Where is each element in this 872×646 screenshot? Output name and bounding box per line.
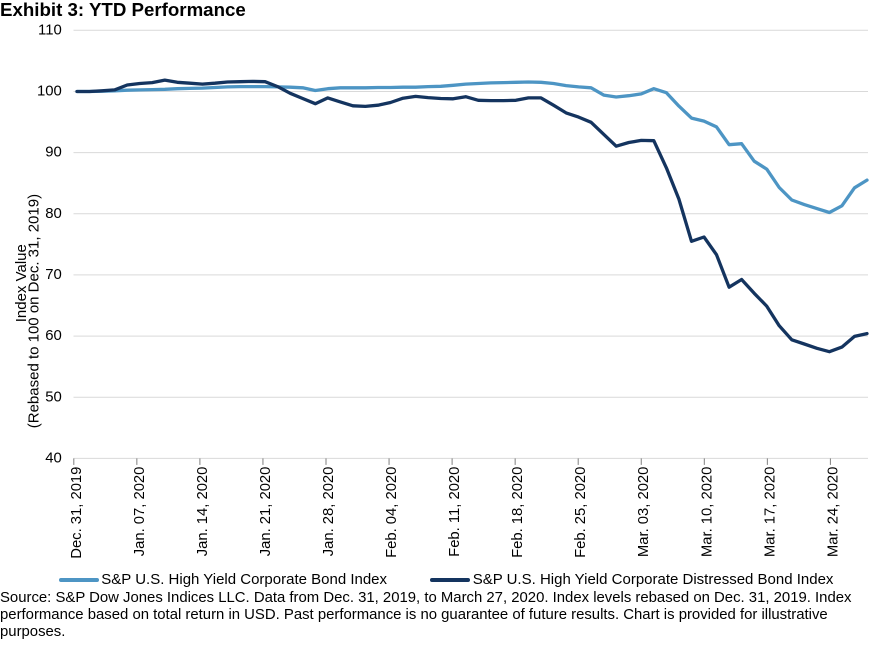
svg-text:100: 100 — [37, 84, 62, 100]
svg-text:Index Value: Index Value — [13, 244, 30, 322]
svg-text:80: 80 — [45, 206, 62, 222]
svg-text:Jan. 14, 2020: Jan. 14, 2020 — [195, 467, 211, 557]
svg-text:90: 90 — [45, 145, 62, 161]
svg-text:Jan. 21, 2020: Jan. 21, 2020 — [258, 467, 274, 557]
svg-text:110: 110 — [38, 22, 62, 38]
svg-text:Mar. 17, 2020: Mar. 17, 2020 — [762, 467, 778, 557]
svg-text:Mar. 03, 2020: Mar. 03, 2020 — [636, 467, 652, 557]
svg-text:Feb. 18, 2020: Feb. 18, 2020 — [510, 467, 526, 558]
svg-text:40: 40 — [45, 451, 62, 467]
svg-text:(Rebased to 100 on Dec. 31, 20: (Rebased to 100 on Dec. 31, 2019) — [25, 194, 42, 428]
svg-text:Jan. 28, 2020: Jan. 28, 2020 — [321, 467, 337, 557]
svg-text:70: 70 — [45, 267, 62, 283]
svg-text:60: 60 — [45, 328, 62, 344]
svg-text:50: 50 — [45, 389, 62, 405]
svg-text:Mar. 24, 2020: Mar. 24, 2020 — [825, 467, 841, 557]
svg-text:Jan. 07, 2020: Jan. 07, 2020 — [132, 467, 148, 557]
svg-text:Mar. 10, 2020: Mar. 10, 2020 — [699, 467, 715, 557]
svg-text:Dec. 31, 2019: Dec. 31, 2019 — [69, 467, 85, 559]
svg-text:Feb. 04, 2020: Feb. 04, 2020 — [384, 467, 400, 558]
svg-text:Feb. 11, 2020: Feb. 11, 2020 — [447, 467, 463, 557]
svg-text:Feb. 25, 2020: Feb. 25, 2020 — [573, 467, 589, 558]
